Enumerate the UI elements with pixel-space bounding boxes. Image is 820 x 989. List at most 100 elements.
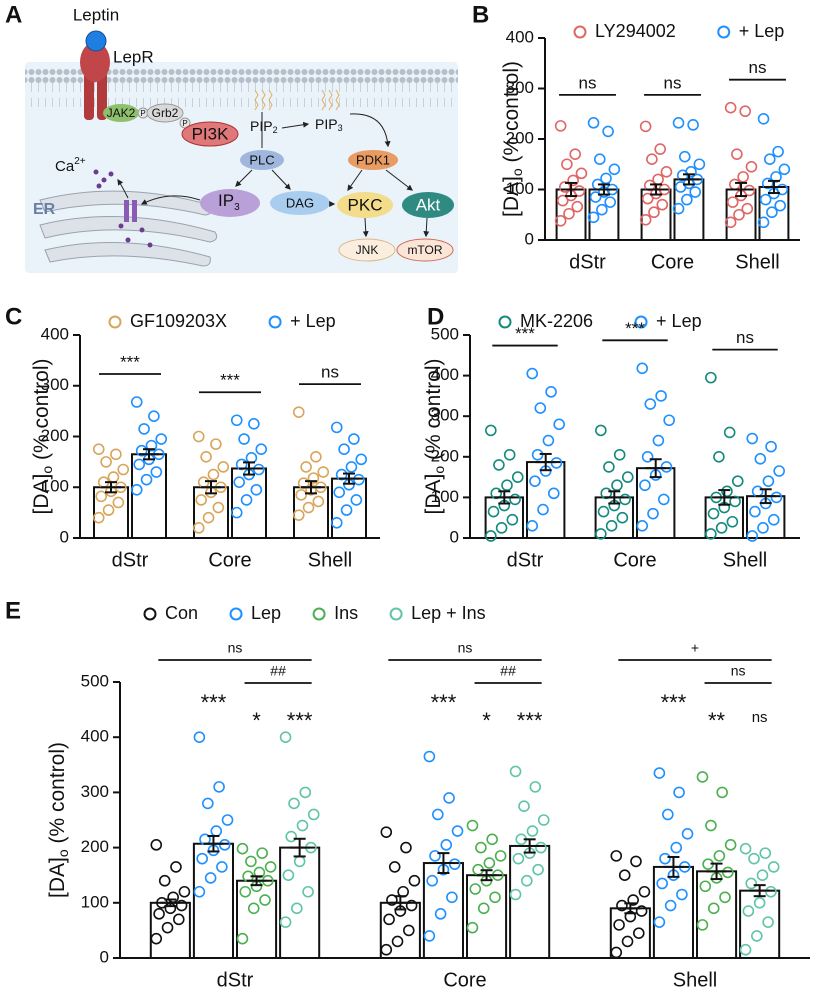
- y-tick-label: 0: [60, 527, 69, 546]
- data-point: [595, 424, 607, 437]
- label: Leptin: [73, 5, 119, 24]
- legend-marker: [108, 315, 122, 329]
- data-point: [288, 797, 300, 810]
- data-point: [729, 495, 741, 508]
- data-point: [213, 781, 225, 793]
- y-axis-label: [DA]o (% control): [46, 742, 71, 898]
- x-tick-label: Core: [208, 549, 251, 571]
- data-point: [567, 174, 579, 187]
- data-point: [673, 786, 685, 799]
- data-point: [506, 513, 519, 526]
- data-point: [757, 216, 770, 229]
- data-point: [426, 874, 438, 887]
- data-point: [663, 414, 675, 427]
- bar: [696, 870, 738, 959]
- data-point: [295, 489, 308, 501]
- data-point: [443, 792, 455, 804]
- data-point: [207, 468, 220, 481]
- data-point: [672, 117, 685, 129]
- data-point: [705, 371, 717, 384]
- data-point: [724, 839, 737, 851]
- data-point: [770, 491, 783, 504]
- data-point: [652, 434, 665, 447]
- data-point: [299, 786, 312, 799]
- data-point: [635, 905, 648, 917]
- data-point: [554, 215, 567, 227]
- significance-label: ns: [752, 709, 768, 726]
- y-tick-label: 300: [81, 782, 109, 801]
- x-tick-label: Shell: [308, 549, 352, 571]
- x-tick-label: Core: [443, 969, 486, 989]
- data-point: [300, 461, 312, 473]
- data-point: [352, 473, 365, 486]
- significance-label: ***: [661, 690, 687, 715]
- data-point: [503, 448, 516, 461]
- data-point: [489, 891, 501, 904]
- significance-label: ***: [220, 371, 240, 390]
- x-tick-label: dStr: [112, 549, 149, 571]
- significance-label: ##: [500, 663, 516, 679]
- data-point: [509, 493, 521, 506]
- data-point: [466, 819, 479, 832]
- data-point: [608, 163, 621, 176]
- data-point: [291, 902, 303, 915]
- data-point: [402, 924, 415, 937]
- y-tick-label: 200: [506, 128, 534, 147]
- data-point: [501, 479, 513, 492]
- data-point: [432, 808, 444, 821]
- data-point: [279, 916, 292, 928]
- data-point: [763, 153, 776, 165]
- legend-marker: [229, 607, 243, 621]
- significance-label: ns: [736, 328, 754, 347]
- significance-label: ***: [201, 690, 227, 715]
- data-point: [751, 485, 764, 498]
- data-point: [330, 421, 343, 434]
- label: PI3K: [192, 124, 230, 143]
- y-tick-label: 200: [81, 837, 109, 856]
- data-point: [161, 921, 174, 934]
- data-point: [639, 479, 651, 492]
- data-point: [238, 433, 250, 445]
- data-point: [756, 869, 769, 882]
- data-point: [731, 475, 744, 487]
- data-point: [648, 206, 660, 219]
- legend-label: MK-2206: [520, 311, 593, 331]
- x-tick-label: Core: [613, 549, 656, 571]
- label: 3: [234, 202, 240, 213]
- data-point: [386, 894, 398, 906]
- data-point: [204, 872, 217, 884]
- data-point: [766, 206, 778, 219]
- legend-marker: [268, 315, 282, 329]
- data-point: [383, 913, 395, 926]
- bar: [739, 889, 781, 960]
- significance-label: *: [482, 708, 491, 733]
- data-point: [696, 771, 709, 783]
- data-point: [689, 186, 701, 198]
- data-point: [639, 120, 652, 133]
- data-point: [662, 808, 674, 821]
- data-point: [751, 930, 763, 942]
- data-point: [333, 486, 346, 499]
- data-point: [632, 927, 645, 939]
- data-point: [605, 520, 618, 532]
- data-point: [423, 930, 436, 942]
- data-point: [685, 166, 697, 178]
- data-point: [100, 456, 112, 468]
- label: Ca: [55, 158, 75, 175]
- data-point: [466, 921, 479, 934]
- data-point: [659, 852, 671, 865]
- data-point: [216, 861, 228, 873]
- data-point: [656, 198, 669, 211]
- data-point: [613, 919, 625, 931]
- data-point: [196, 852, 208, 865]
- data-point: [542, 434, 555, 447]
- data-point: [621, 471, 634, 483]
- data-point: [150, 466, 163, 478]
- data-point: [102, 504, 115, 516]
- y-tick-label: 500: [81, 671, 109, 690]
- data-point: [757, 522, 769, 534]
- data-point: [250, 483, 263, 496]
- data-point: [713, 450, 725, 463]
- panel-label: C: [5, 303, 22, 330]
- y-axis-label: [DA]o (% control): [500, 61, 525, 217]
